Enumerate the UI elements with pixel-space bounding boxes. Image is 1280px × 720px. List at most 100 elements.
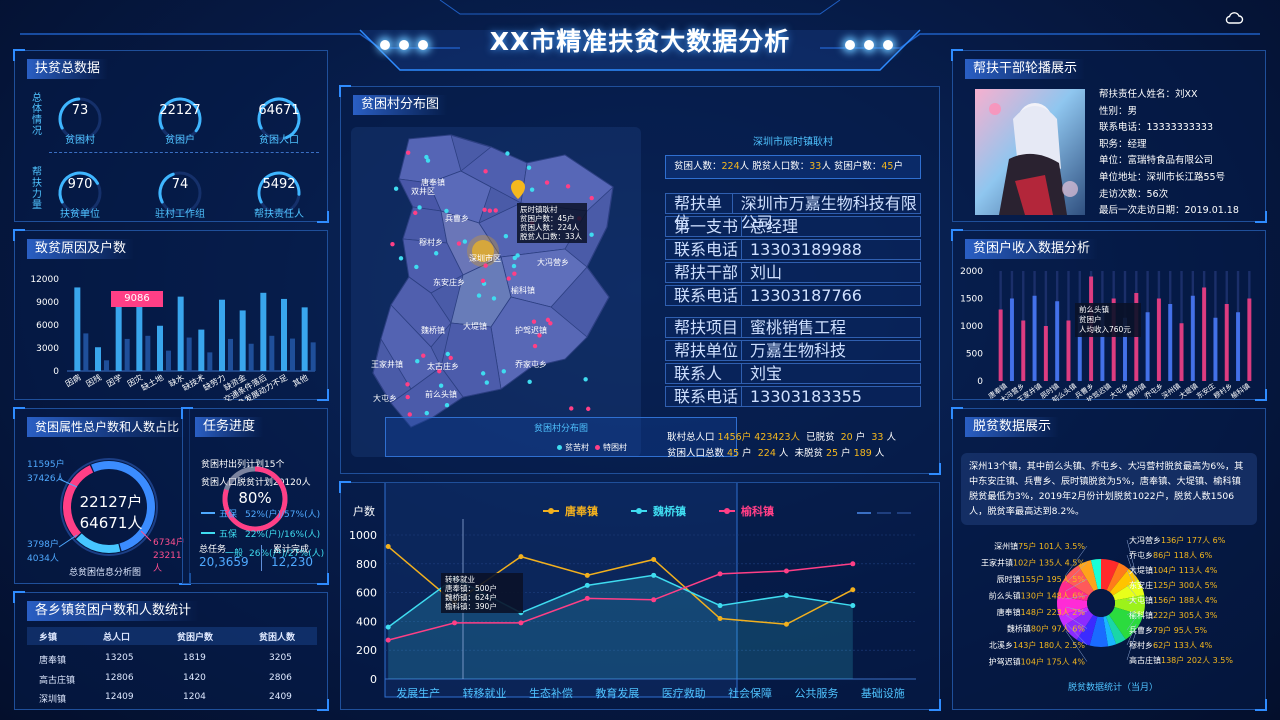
info-key: 帮扶单位 bbox=[666, 194, 733, 232]
pie-leader bbox=[1065, 578, 1088, 592]
table-header-cell: 贫困人数 bbox=[259, 633, 296, 643]
stat-unit: 人 bbox=[886, 432, 896, 443]
cloud-icon[interactable] bbox=[1224, 10, 1244, 26]
pie-label-left: 深州镇75户 101人 3.5% bbox=[994, 541, 1085, 551]
village-dot bbox=[405, 382, 410, 387]
y-tick-label: 0 bbox=[53, 367, 59, 377]
village-stats-row1: 耿村总人口 1456户 423423人 已脱贫 20 户 33 人 bbox=[667, 429, 896, 443]
bar bbox=[1032, 295, 1037, 381]
map-tooltip-name: 辰时镇耿村 bbox=[520, 205, 558, 214]
cadre-panel: 帮扶干部轮播展示 帮扶责任人姓名：刘XX 性别：男 联系电话：133333333… bbox=[951, 49, 1267, 223]
info-value: 深圳市万嘉生物科技有限公司 bbox=[740, 194, 917, 232]
pie-leader bbox=[1126, 539, 1137, 576]
divider bbox=[261, 545, 262, 571]
pie-leader bbox=[1065, 630, 1088, 662]
pie-slice bbox=[1108, 607, 1144, 640]
poverty-map[interactable] bbox=[351, 127, 651, 467]
info-table-1: 帮扶单位 深圳市万嘉生物科技有限公司 第一支书 总经理 联系电话 1330318998… bbox=[665, 193, 921, 308]
y-tick-label: 800 bbox=[356, 558, 377, 571]
village-dot bbox=[405, 394, 410, 400]
map-highlight bbox=[472, 240, 494, 262]
x-tick-label: 榆科镇 bbox=[1229, 381, 1251, 400]
summary-unit: 户 bbox=[893, 161, 903, 172]
y-tick-label: 1500 bbox=[960, 295, 983, 305]
pie-label-right: 大堤镇104户 113人 4% bbox=[1129, 565, 1218, 575]
table-cell: 13205 bbox=[105, 653, 134, 663]
village-dot bbox=[393, 186, 399, 191]
header: XX市精准扶贫大数据分析 bbox=[0, 0, 1280, 72]
summary-label: 贫困人数： bbox=[674, 161, 722, 172]
pie-leader bbox=[1126, 609, 1137, 616]
bar bbox=[1111, 298, 1116, 381]
legend-swatch-dot bbox=[724, 508, 730, 514]
pie-slice bbox=[1106, 562, 1129, 593]
bar bbox=[1077, 315, 1082, 381]
legend-label: 榆科镇 bbox=[741, 504, 774, 518]
bar bbox=[1055, 301, 1060, 381]
cadre-info-line: 最后一次走访日期：2019.01.18 bbox=[1099, 205, 1239, 217]
x-tick-label: 转移就业 bbox=[463, 686, 507, 700]
task-line1: 贫困村出列计划15个 bbox=[201, 460, 285, 470]
line-tooltip-line: 唐奉镇：500户 bbox=[445, 584, 497, 593]
x-tick-label: 因学 bbox=[105, 372, 124, 389]
pie-label-left: 北溪乡143户 180人 2.5% bbox=[989, 640, 1085, 650]
village-dot bbox=[413, 210, 418, 216]
series-area bbox=[388, 575, 853, 679]
y-tick-label: 0 bbox=[977, 377, 983, 387]
info-value: 刘山 bbox=[750, 263, 783, 282]
series-point bbox=[717, 616, 723, 622]
stat-unit: 户 bbox=[841, 448, 851, 459]
village-dot bbox=[501, 369, 506, 374]
income-tooltip-line: 人均收入760元 bbox=[1079, 325, 1131, 334]
map-region-label: 穆村乡 bbox=[419, 238, 443, 247]
map-region-label: 榆科镇 bbox=[511, 286, 535, 295]
map-region-label: 太古庄乡 bbox=[427, 362, 459, 371]
series-line bbox=[387, 563, 853, 641]
bar bbox=[1066, 320, 1071, 381]
info-key: 第一支书 bbox=[666, 217, 742, 236]
info-key: 联系人 bbox=[666, 364, 742, 383]
village-dot bbox=[433, 251, 439, 256]
income-tooltip-line: 前么头镇 bbox=[1079, 305, 1109, 314]
pie-slice bbox=[1063, 610, 1094, 640]
info-row: 第一支书 总经理 bbox=[665, 216, 921, 237]
village-dot bbox=[589, 195, 594, 201]
info-value: 刘宝 bbox=[750, 364, 783, 383]
gauge-label: 帮扶责任人 bbox=[254, 209, 304, 220]
info-row: 帮扶项目 蜜桃销售工程 bbox=[665, 317, 921, 338]
legend-label: 唐奉镇 bbox=[565, 504, 598, 518]
village-dot bbox=[421, 353, 426, 358]
village-dot bbox=[548, 321, 553, 326]
series-point bbox=[783, 621, 789, 627]
table-header-cell: 乡镇 bbox=[39, 633, 58, 643]
overview-label-bottom: 帮扶力量 bbox=[32, 167, 42, 211]
stat-label: 耿村总人口 bbox=[667, 432, 715, 443]
bar bbox=[1236, 312, 1241, 381]
series-point bbox=[850, 561, 856, 567]
cadre-info-line: 联系电话：13333333333 bbox=[1099, 122, 1213, 134]
bar-shadow bbox=[186, 337, 192, 371]
series-point bbox=[850, 603, 856, 609]
attr-left-top-b: 37426人 bbox=[27, 474, 65, 484]
y-tick-label: 6000 bbox=[36, 321, 59, 331]
attr-center-people: 64671人 bbox=[79, 514, 143, 532]
info-key: 联系电话 bbox=[666, 387, 742, 406]
map-region-label: 大冯营乡 bbox=[537, 258, 569, 267]
series-point bbox=[717, 603, 723, 609]
info-row: 联系电话 13303189988 bbox=[665, 239, 921, 260]
gauge-label: 贫困人口 bbox=[259, 135, 299, 146]
map-tooltip-line: 贫困户数：45户 bbox=[520, 214, 575, 223]
info-table-2: 帮扶项目 蜜桃销售工程 帮扶单位 万嘉生物科技 联系人 刘宝 联系电话 13303183… bbox=[665, 317, 921, 409]
info-value: 万嘉生物科技 bbox=[750, 341, 847, 360]
series-point bbox=[385, 544, 391, 550]
task-title: 任务进度 bbox=[195, 417, 264, 437]
info-value: 蜜桃销售工程 bbox=[750, 318, 847, 337]
x-tick-label: 穆村乡 bbox=[1212, 381, 1234, 400]
info-row: 帮扶单位 深圳市万嘉生物科技有限公司 bbox=[665, 193, 921, 232]
stat-value: 189 bbox=[853, 448, 872, 459]
bar bbox=[260, 292, 267, 371]
y-axis-label: 户数 bbox=[353, 504, 375, 518]
stat-value: 1456户 bbox=[717, 432, 752, 443]
pie-label-right: 穆村乡62户 133人 4% bbox=[1129, 640, 1213, 650]
bar-shadow bbox=[207, 352, 213, 371]
